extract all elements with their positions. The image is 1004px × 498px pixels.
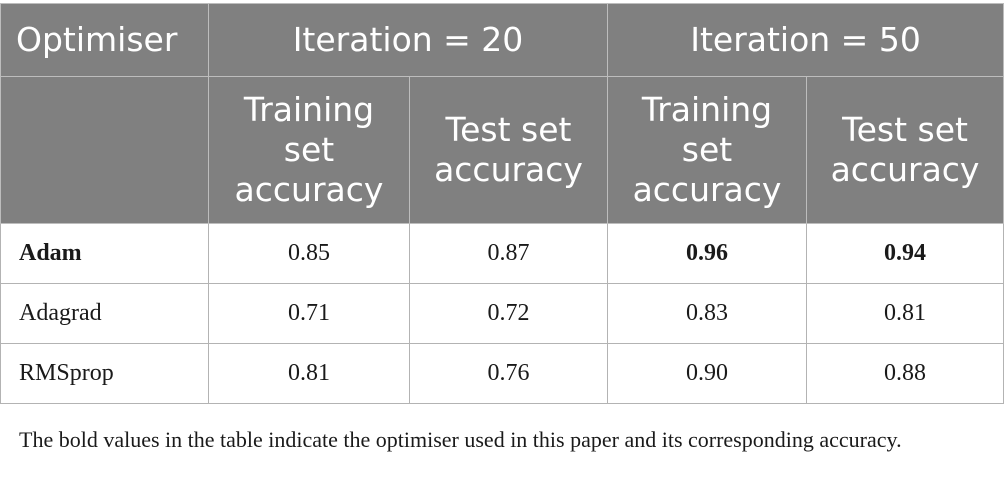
- group-header-iteration-20: Iteration = 20: [207, 3, 609, 77]
- subheader-test-20: Test set accuracy: [408, 76, 609, 224]
- subheader-test-50: Test set accuracy: [806, 76, 1004, 224]
- table-row: Adagrad 0.71 0.72 0.83 0.81: [0, 283, 1004, 344]
- table-cell: 0.81: [208, 343, 410, 404]
- row-label-rmsprop: RMSprop: [0, 343, 209, 404]
- table-cell: 0.81: [806, 283, 1004, 344]
- table-cell-highlighted: 0.94: [806, 223, 1004, 284]
- table-cell: 0.88: [806, 343, 1004, 404]
- optimiser-header: Optimiser: [0, 3, 209, 77]
- results-table: Optimiser Iteration = 20 Iteration = 50 …: [0, 3, 1004, 404]
- table-row: RMSprop 0.81 0.76 0.90 0.88: [0, 343, 1004, 404]
- table-footnote: The bold values in the table indicate th…: [19, 427, 902, 452]
- table-cell: 0.71: [208, 283, 410, 344]
- table-cell: 0.87: [408, 223, 609, 284]
- empty-header-cell: [0, 76, 209, 224]
- table-cell: 0.85: [208, 223, 410, 284]
- table-cell: 0.72: [408, 283, 609, 344]
- row-label-adam: Adam: [0, 223, 209, 284]
- table-row: Adam 0.85 0.87 0.96 0.94: [0, 223, 1004, 284]
- table-cell-highlighted: 0.96: [607, 223, 808, 284]
- header-row-groups: Optimiser Iteration = 20 Iteration = 50: [0, 3, 1004, 77]
- subheader-training-20: Training set accuracy: [208, 76, 410, 224]
- group-header-iteration-50: Iteration = 50: [607, 3, 1004, 77]
- subheader-training-50: Training set accuracy: [607, 76, 808, 224]
- row-label-adagrad: Adagrad: [0, 283, 209, 344]
- table-cell: 0.90: [607, 343, 808, 404]
- table-cell: 0.76: [408, 343, 609, 404]
- table-cell: 0.83: [607, 283, 808, 344]
- header-row-metrics: Training set accuracy Test set accuracy …: [0, 76, 1004, 224]
